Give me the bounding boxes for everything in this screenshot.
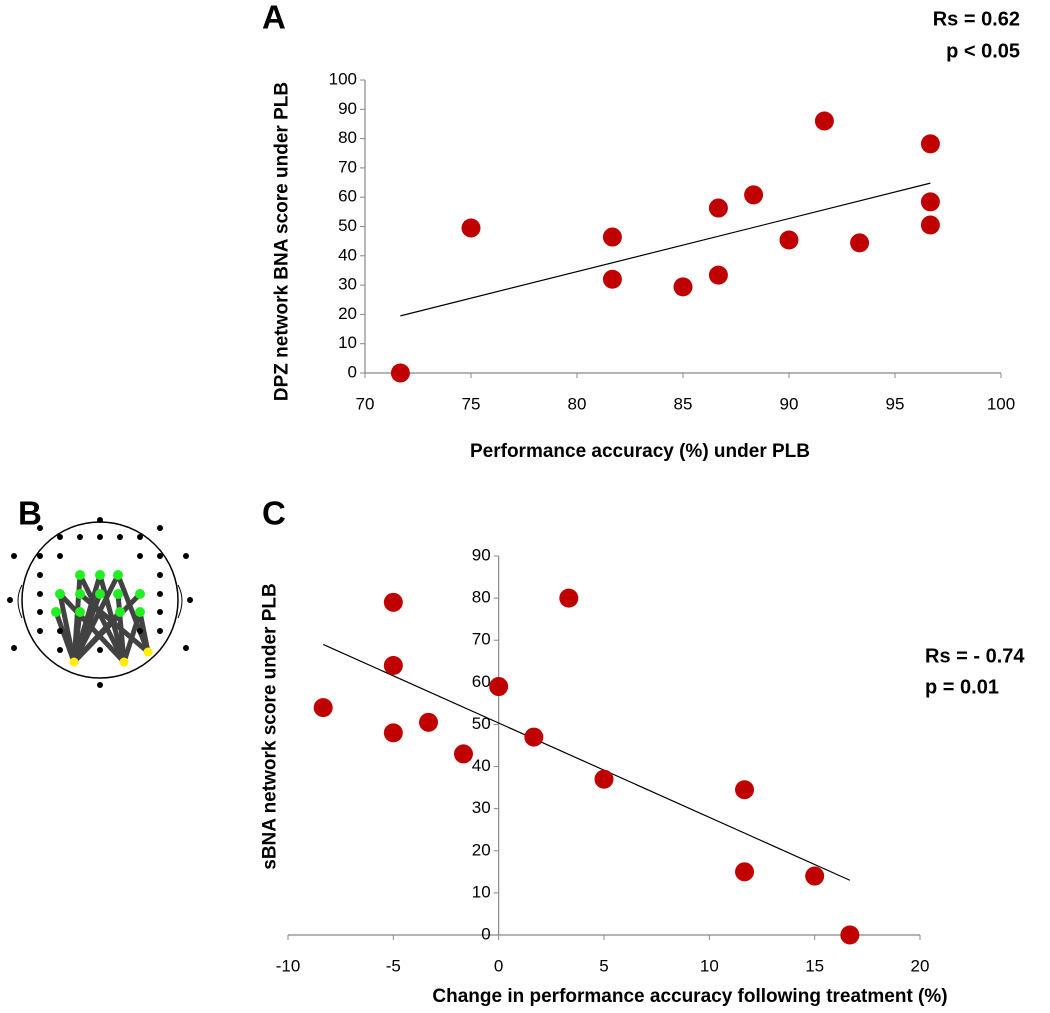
point [390, 363, 410, 383]
annotation: Rs = - 0.74 [925, 645, 1025, 667]
point [461, 218, 481, 238]
x-tick-label: 10 [700, 956, 719, 975]
x-tick-label: 90 [780, 394, 799, 413]
point [920, 215, 940, 235]
y-axis-title: DPZ network BNA score under PLB [271, 81, 293, 402]
x-tick-label: 75 [462, 394, 481, 413]
x-tick-label: 70 [356, 394, 375, 413]
ear [177, 584, 183, 619]
y-tick-label: 90 [338, 99, 357, 118]
point [805, 866, 825, 886]
y-tick-label: 40 [338, 245, 357, 264]
x-axis-title: Performance accuracy (%) under PLB [470, 441, 810, 462]
point [419, 712, 439, 732]
point [594, 769, 614, 789]
point [559, 588, 579, 608]
x-tick-label: -10 [276, 956, 301, 975]
connections [53, 573, 151, 664]
x-tick-label: -5 [386, 956, 401, 975]
y-tick-label: 70 [472, 630, 491, 649]
point [673, 277, 693, 297]
y-tick-label: 70 [338, 157, 357, 176]
x-tick-label: 15 [805, 956, 824, 975]
point [735, 780, 755, 800]
trend-line [322, 643, 851, 881]
x-tick-label: 0 [494, 956, 503, 975]
yellow-electrodes [69, 647, 153, 667]
point [744, 185, 764, 205]
annotation: Rs = 0.62 [933, 8, 1020, 30]
x-tick-label: 100 [987, 394, 1015, 413]
point [779, 230, 799, 250]
y-tick-label: 30 [338, 275, 357, 294]
panel-label: A [262, 0, 286, 36]
y-tick-label: 10 [338, 333, 357, 352]
x-tick-label: 85 [674, 394, 693, 413]
point [920, 134, 940, 154]
y-tick-label: 80 [338, 128, 357, 147]
trend-line [400, 182, 931, 317]
y-tick-label: 0 [481, 924, 490, 943]
y-tick-label: 60 [472, 672, 491, 691]
point [524, 727, 544, 747]
point [383, 655, 403, 675]
y-tick-label: 0 [348, 362, 357, 381]
y-tick-label: 50 [472, 714, 491, 733]
electrodes [7, 517, 193, 688]
y-tick-label: 100 [329, 69, 357, 88]
point [453, 744, 473, 764]
point [383, 723, 403, 743]
panel-label: C [262, 495, 286, 532]
point [814, 111, 834, 131]
point [708, 265, 728, 285]
point [920, 192, 940, 212]
point [840, 925, 860, 945]
point [489, 677, 509, 697]
y-axis-title: sBNA network score under PLB [259, 583, 281, 870]
x-tick-label: 5 [599, 956, 608, 975]
point [850, 233, 870, 253]
x-axis-title: Change in performance accuracy following… [432, 986, 947, 1007]
y-tick-label: 20 [472, 840, 491, 859]
annotation: p = 0.01 [925, 676, 999, 698]
y-tick-label: 20 [338, 304, 357, 323]
point [602, 269, 622, 289]
x-tick-label: 95 [886, 394, 905, 413]
point [602, 227, 622, 247]
green-electrodes [51, 570, 145, 617]
y-tick-label: 50 [338, 216, 357, 235]
point [383, 592, 403, 612]
y-tick-label: 60 [338, 187, 357, 206]
annotation: p < 0.05 [946, 40, 1020, 62]
y-tick-label: 80 [472, 588, 491, 607]
y-tick-label: 90 [472, 545, 491, 564]
y-tick-label: 30 [472, 798, 491, 817]
point [313, 698, 333, 718]
x-tick-label: 80 [568, 394, 587, 413]
head-diagram [7, 517, 193, 688]
y-tick-label: 40 [472, 756, 491, 775]
panel-label: B [18, 495, 42, 532]
x-tick-label: 20 [911, 956, 930, 975]
point [735, 862, 755, 882]
y-tick-label: 10 [472, 882, 491, 901]
ear [17, 584, 23, 619]
point [708, 198, 728, 218]
